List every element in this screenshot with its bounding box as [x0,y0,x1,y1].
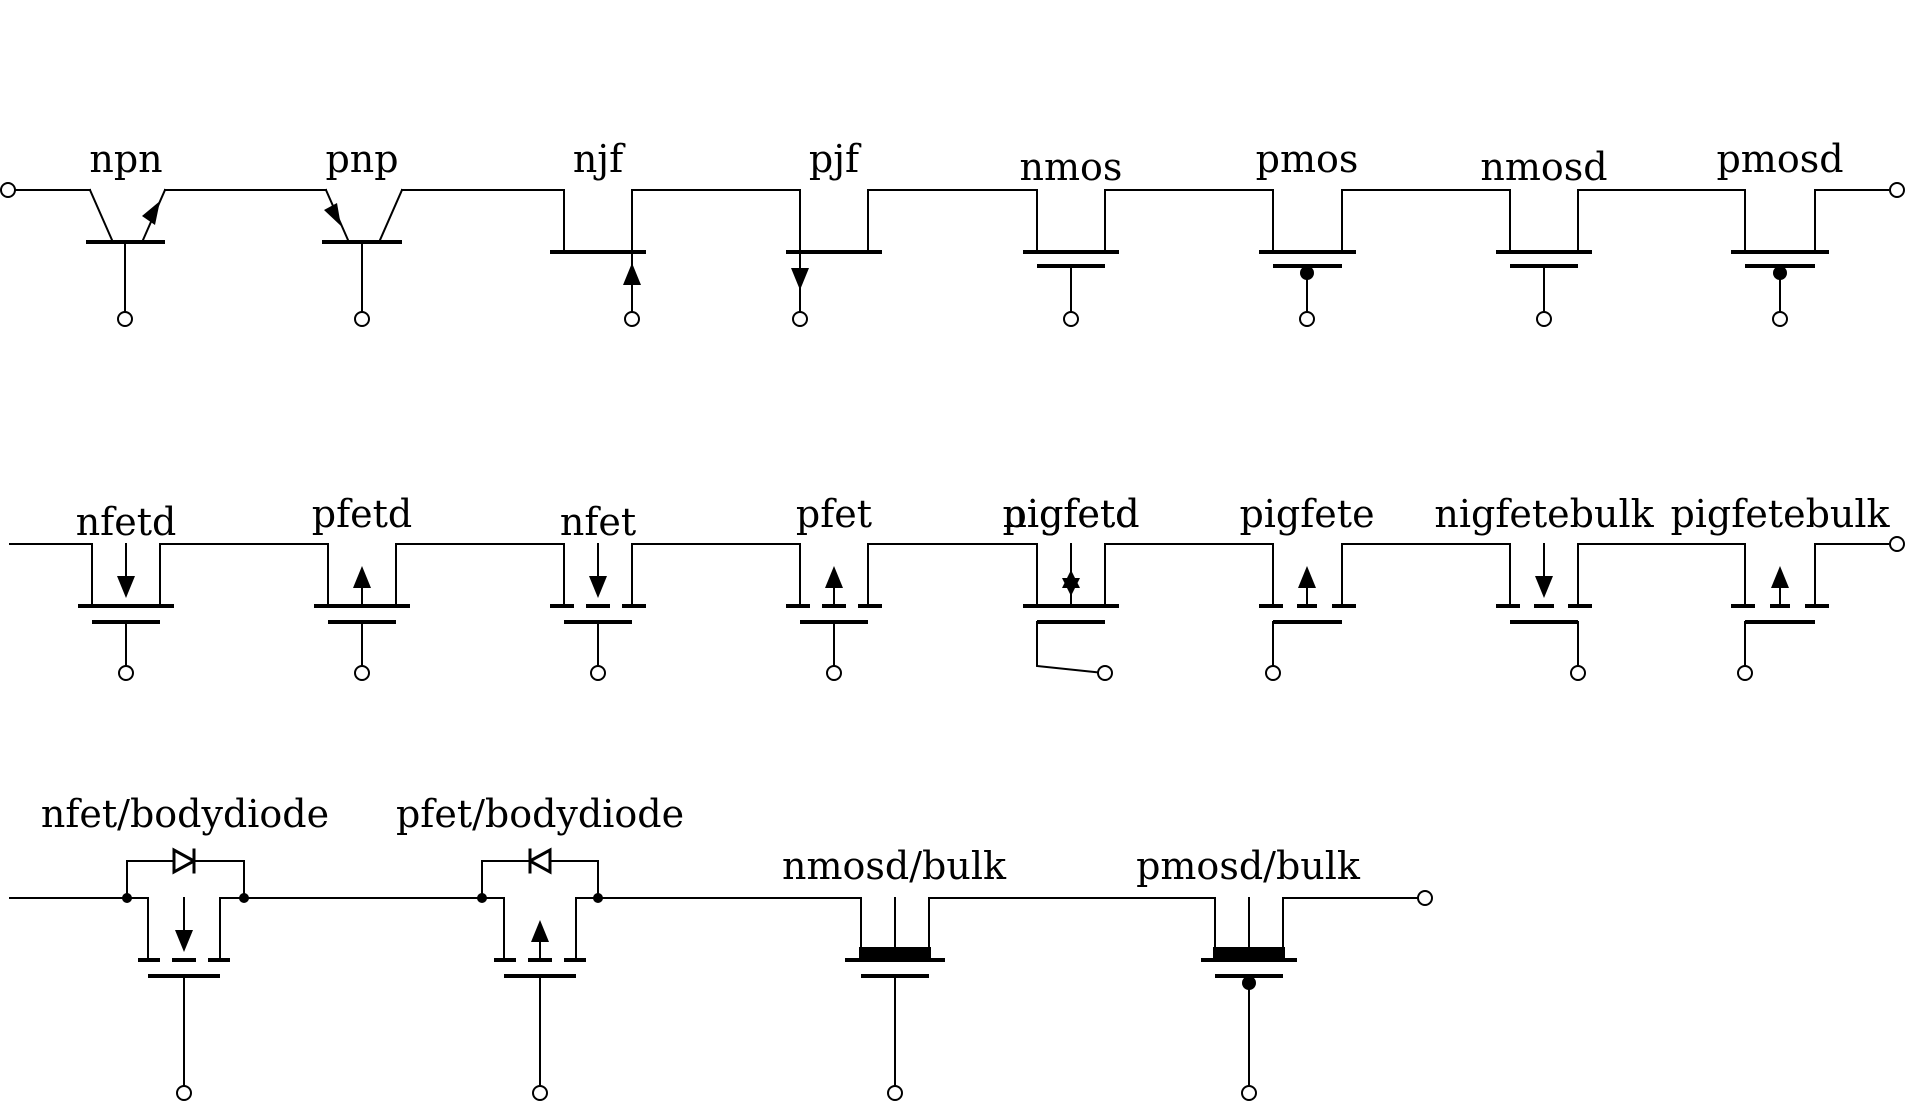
pmos-transistor [1259,189,1356,327]
label-pmos: pmos [1256,137,1359,181]
pmosd-transistor [1731,189,1829,327]
label-pmosd: pmosd [1716,137,1843,181]
label-nmosd-bulk: nmosd/bulk [782,844,1007,888]
nmosd-transistor [1496,189,1592,327]
row-3-right-terminal [1417,890,1433,906]
label-njf: njf [573,137,626,181]
label-pfet-bodydiode: pfet/bodydiode [396,792,684,836]
pigfete-transistor [1259,543,1356,681]
row-1-left-terminal [0,182,16,198]
label-pigfetd: pigfetd [1003,492,1140,536]
nmosd-bulk-transistor [845,897,945,1101]
nfet-bodydiode-transistor [122,847,249,1101]
label-pigfete: pigfete [1239,492,1374,536]
row-2-right-terminal [1889,536,1905,552]
label-npn: npn [89,137,162,181]
label-nmos: nmos [1020,145,1123,189]
pigfetebulk-transistor [1731,543,1829,681]
label-pfet: pfet [796,492,872,536]
label-pfetd: pfetd [312,492,412,536]
nmos-transistor [1023,189,1119,327]
label-pnp: pnp [325,137,398,181]
row-1-right-terminal [1889,182,1905,198]
nigfetebulk-transistor [1496,543,1592,681]
label-nmosd: nmosd [1480,145,1607,189]
pnp-transistor [322,188,404,327]
label-pmosd-bulk: pmosd/bulk [1136,844,1361,888]
nfet-transistor [550,543,646,681]
njf-transistor [550,189,646,327]
pfet-bodydiode-transistor [477,847,603,1101]
label-nfetd: nfetd [76,500,177,544]
label-nigfetd: nigfetd [1002,492,1139,536]
label-pigfetebulk: pigfetebulk [1670,492,1890,536]
label-nigfetebulk: nigfetebulk [1434,492,1654,536]
pjf-transistor [786,189,882,327]
label-pjf: pjf [809,137,862,181]
pmosd-bulk-transistor [1201,897,1297,1101]
pfetd-transistor [314,543,410,681]
npn-transistor [86,188,167,327]
label-nfet-bodydiode: nfet/bodydiode [41,792,329,836]
nfetd-transistor [78,543,174,681]
pfet-transistor [786,543,882,681]
label-nfet: nfet [560,500,636,544]
nigfetd-transistor [1023,543,1119,681]
